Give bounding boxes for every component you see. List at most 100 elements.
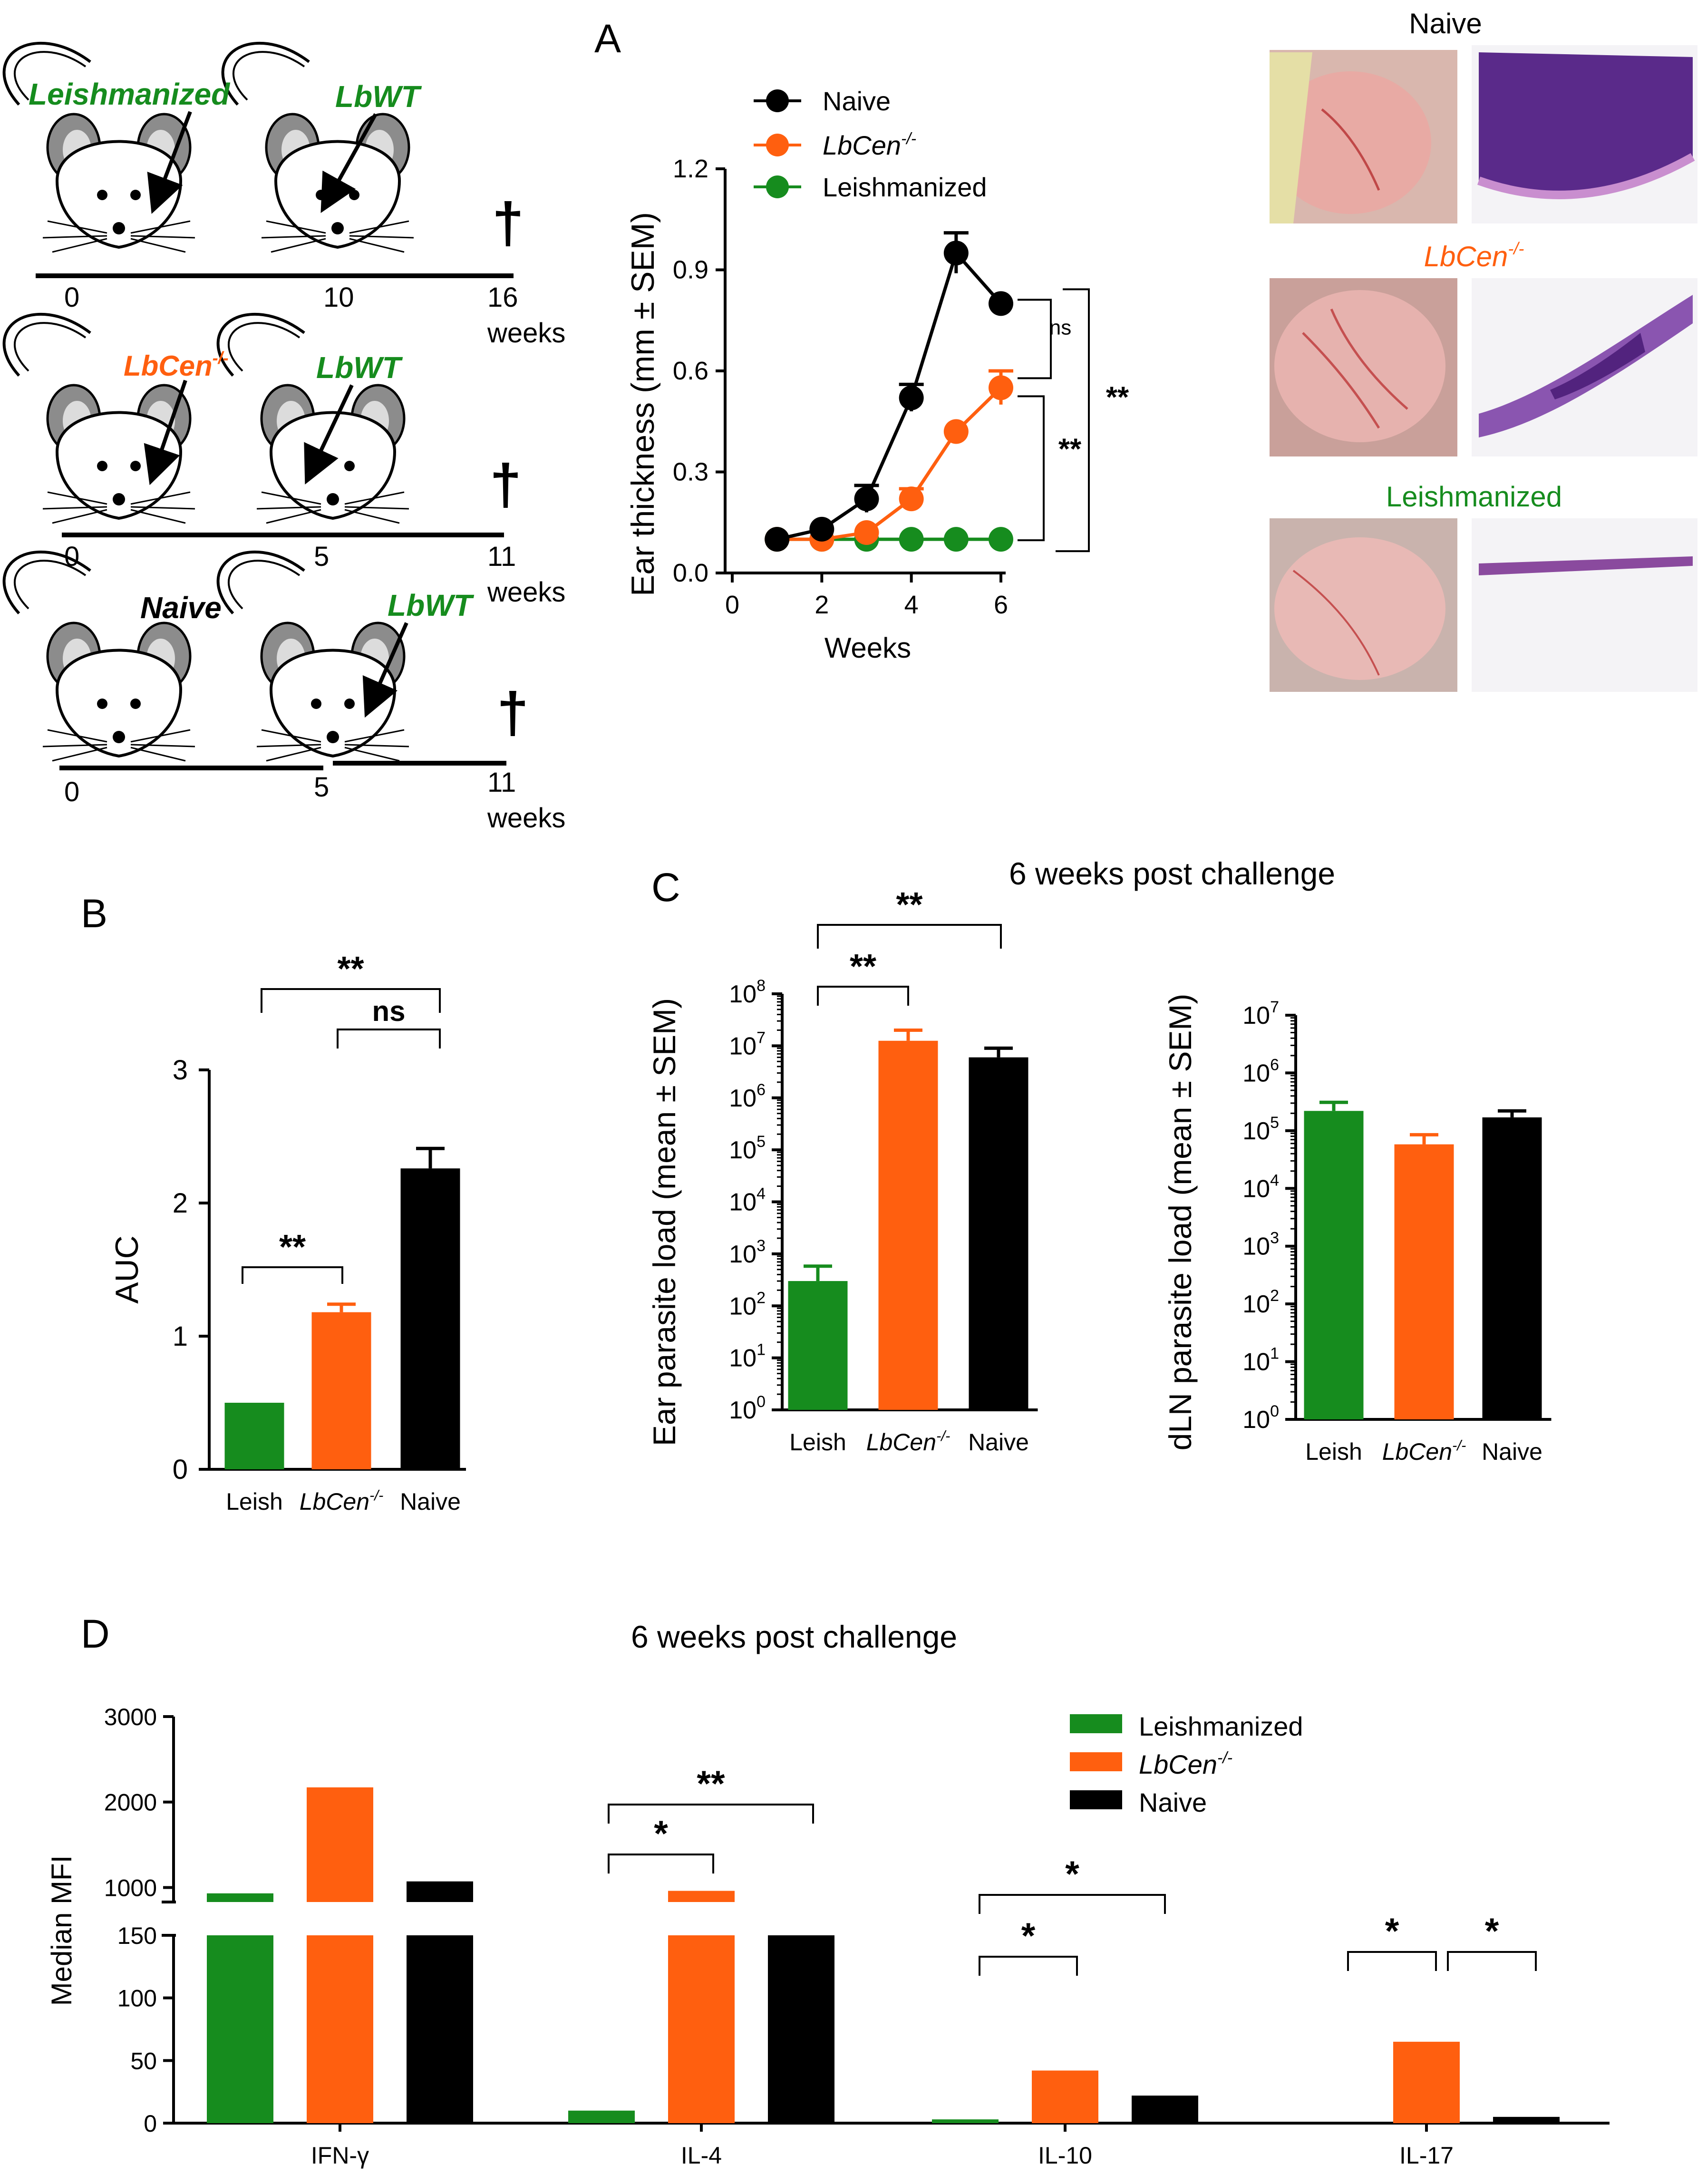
d-bar-il-17-lbcen bbox=[1393, 2041, 1460, 2123]
tick-label: 11 bbox=[487, 767, 516, 798]
tick-label: 0 bbox=[64, 777, 79, 807]
d-y-tick-label: 2000 bbox=[104, 1789, 157, 1816]
a-point bbox=[854, 520, 879, 545]
d-bar-il-17-naive bbox=[1493, 2116, 1560, 2123]
c1-y-tick-label: 102 bbox=[729, 1289, 766, 1320]
d-bar-il-4-lbcen bbox=[668, 1935, 735, 2123]
legend-d: Leishmanized LbCen-/- Naive bbox=[1070, 1711, 1303, 1817]
legend-marker-lbcen bbox=[766, 134, 789, 156]
c1-sig-leish-vs-naive-bracket bbox=[817, 924, 1002, 949]
c-title: 6 weeks post challenge bbox=[1009, 856, 1335, 891]
mouse-icon bbox=[4, 43, 195, 252]
c1-y-tick-label: 105 bbox=[729, 1133, 766, 1164]
legend-d-naive: Naive bbox=[1139, 1787, 1207, 1817]
chart-a-ear-thickness: 0.0 0.3 0.6 0.9 1.2 0 2 4 6 ns ** ** bbox=[673, 155, 1129, 619]
img-label-leishmanized: Leishmanized bbox=[1386, 481, 1562, 513]
image-panel: Naive LbCen-/- Leishmanized bbox=[1270, 8, 1697, 692]
d-bar-il-4-lbcen-upper bbox=[668, 1890, 735, 1902]
a-point bbox=[989, 291, 1013, 316]
b-bar-naive bbox=[400, 1168, 460, 1469]
d-sig-il4-leish-vs-lbcen-bracket bbox=[608, 1854, 714, 1873]
a-y-tick-label: 0.3 bbox=[673, 458, 708, 486]
mouse-icon bbox=[4, 552, 195, 761]
c1-sig-leish-vs-naive-label: ** bbox=[896, 886, 922, 924]
c2-x-tick-label: Naive bbox=[1482, 1438, 1542, 1465]
d-sig-il17-lbcen-vs-naive-bracket bbox=[1447, 1951, 1537, 1971]
d-bar-il-10-naive bbox=[1132, 2096, 1198, 2123]
c1-y-tick-label: 107 bbox=[729, 1029, 766, 1060]
b-sig-lbcen-vs-naive-bracket bbox=[337, 1029, 441, 1048]
d-y-tick-label: 50 bbox=[130, 2048, 157, 2074]
b-y-tick-label: 1 bbox=[173, 1321, 188, 1352]
a-xlabel: Weeks bbox=[824, 632, 911, 664]
b-x-tick-label: Naive bbox=[400, 1488, 461, 1515]
c2-bar-leish bbox=[1304, 1111, 1364, 1419]
d-sig-il10-leish-vs-naive-bracket bbox=[979, 1894, 1166, 1914]
b-sig-lbcen-vs-naive-label: ns bbox=[372, 995, 405, 1027]
c1-bar-naive bbox=[969, 1057, 1028, 1410]
a-y-tick-label: 0.0 bbox=[673, 559, 708, 587]
img-label-naive: Naive bbox=[1409, 8, 1482, 39]
d-sig-il4-leish-vs-naive-bracket bbox=[608, 1804, 814, 1824]
c1-x-tick-label: Leish bbox=[789, 1429, 846, 1456]
arrow-icon bbox=[362, 622, 408, 718]
c1-x-tick-label: Naive bbox=[968, 1429, 1029, 1456]
d-y-tick-label: 0 bbox=[144, 2110, 157, 2137]
a-x-tick-label: 6 bbox=[994, 591, 1008, 619]
d-bar-il-4-naive bbox=[768, 1935, 834, 2123]
timeline-schematic: Leishmanized LbWT † 0 10 16 weeks LbCen-… bbox=[4, 43, 565, 834]
d-sig-il4-leish-vs-lbcen-label: * bbox=[654, 1814, 668, 1854]
arrow-icon bbox=[304, 384, 354, 485]
a-y-tick-label: 1.2 bbox=[673, 155, 708, 183]
d-sig-il10-leish-vs-lbcen-bracket bbox=[979, 1956, 1078, 1976]
b-sig-leish-vs-naive-bracket bbox=[261, 988, 441, 1013]
a-y-tick-label: 0.9 bbox=[673, 256, 708, 284]
legend-a: Naive LbCen-/- Leishmanized bbox=[754, 86, 987, 202]
a-point bbox=[899, 385, 924, 410]
c1-y-tick-label: 103 bbox=[729, 1237, 766, 1268]
tick-label: 5 bbox=[314, 772, 329, 803]
d-sig-il17-leish-vs-lbcen-bracket bbox=[1347, 1951, 1437, 1971]
b-y-tick-label: 2 bbox=[173, 1188, 188, 1219]
a-point bbox=[989, 527, 1013, 552]
mouse-icon bbox=[218, 314, 409, 523]
legend-leishmanized: Leishmanized bbox=[823, 172, 987, 202]
c2-ylabel: dLN parasite load (mean ± SEM) bbox=[1163, 994, 1198, 1451]
d-y-tick-label: 1000 bbox=[104, 1874, 157, 1901]
d-x-tick-label-ifn-γ: IFN-γ bbox=[311, 2142, 369, 2169]
c1-y-tick-label: 104 bbox=[729, 1185, 766, 1216]
c2-y-tick-label: 102 bbox=[1242, 1287, 1279, 1318]
row2-first-infection: LbCen-/- bbox=[124, 348, 229, 382]
d-bar-il-10-leishmanized bbox=[932, 2119, 999, 2123]
c1-x-tick-label: LbCen-/- bbox=[866, 1427, 950, 1456]
panel-label-a: A bbox=[594, 16, 621, 61]
b-bar-leish bbox=[224, 1403, 284, 1469]
panel-label-b: B bbox=[81, 891, 107, 936]
b-bar-lbcen bbox=[311, 1312, 371, 1469]
c2-x-tick-label: Leish bbox=[1305, 1438, 1362, 1465]
d-sig-il10-leish-vs-lbcen-label: * bbox=[1021, 1916, 1036, 1956]
unit-label: weeks bbox=[487, 803, 565, 834]
c1-y-tick-label: 106 bbox=[729, 1081, 766, 1112]
legend-swatch-naive bbox=[1070, 1790, 1122, 1809]
c1-ylabel: Ear parasite load (mean ± SEM) bbox=[647, 998, 682, 1446]
c2-y-tick-label: 103 bbox=[1242, 1229, 1279, 1261]
c1-bar-lbcen bbox=[878, 1040, 938, 1410]
d-bar-ifn-γ-lbcen bbox=[307, 1935, 373, 2123]
c2-bar-naive bbox=[1482, 1117, 1542, 1419]
dagger-icon: † bbox=[492, 191, 524, 255]
a-point bbox=[899, 527, 924, 552]
legend-swatch-leishmanized bbox=[1070, 1714, 1122, 1733]
a-sig-ns: ns bbox=[1049, 316, 1071, 339]
img-label-lbcen: LbCen-/- bbox=[1424, 239, 1524, 272]
d-sig-il4-leish-vs-naive-label: ** bbox=[697, 1764, 725, 1804]
a-x-tick-label: 0 bbox=[725, 591, 739, 619]
a-bracket-ns bbox=[1018, 299, 1052, 379]
tick-label: 0 bbox=[64, 282, 79, 313]
b-x-tick-label: Leish bbox=[226, 1488, 283, 1515]
b-sig-leish-vs-naive-label: ** bbox=[337, 950, 364, 988]
row1-challenge: LbWT bbox=[335, 79, 422, 114]
chart-d-median-mfi: 0 50 100 150 1000 2000 3000 IFN-γ IL-4 IL-10 IL-17… bbox=[104, 1704, 1610, 2169]
